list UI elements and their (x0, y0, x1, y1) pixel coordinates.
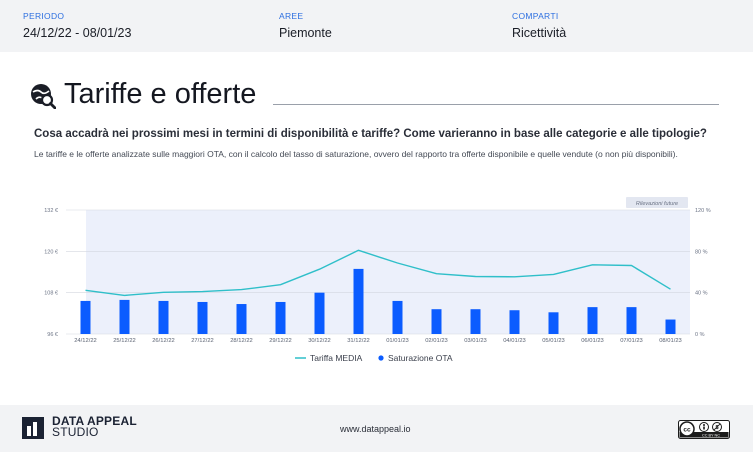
y-left-tick: 120 € (44, 249, 58, 255)
area-filter: AREE Piemonte (279, 11, 332, 40)
y-right-tick: 120 % (695, 208, 711, 214)
website-link[interactable]: www.datappeal.io (340, 424, 411, 434)
x-tick-label: 02/01/23 (425, 338, 448, 344)
x-tick-label: 30/12/22 (308, 338, 331, 344)
filters-bar: PERIODO 24/12/22 - 08/01/23 AREE Piemont… (0, 0, 753, 52)
bar-saturazione (80, 300, 91, 334)
x-tick-label: 08/01/23 (659, 338, 682, 344)
bar-saturazione (626, 307, 637, 334)
period-filter: PERIODO 24/12/22 - 08/01/23 (23, 11, 131, 40)
legend-label-saturazione: Saturazione OTA (388, 353, 453, 363)
area-value: Piemonte (279, 26, 332, 40)
future-label: Rilevazioni future (636, 201, 678, 207)
globe-search-icon (31, 84, 56, 109)
bar-saturazione (236, 304, 247, 334)
bar-saturazione (548, 312, 559, 334)
x-tick-label: 29/12/22 (269, 338, 292, 344)
bar-saturazione (392, 300, 403, 334)
future-region (86, 210, 690, 334)
bar-saturazione (665, 319, 676, 334)
bar-saturazione (587, 307, 598, 334)
brand-line-1: DATA APPEAL (52, 414, 137, 428)
creative-commons-badge-icon: cc $ CC BY NC (678, 420, 730, 439)
bar-saturazione (314, 292, 325, 334)
x-tick-label: 27/12/22 (191, 338, 214, 344)
x-tick-label: 01/01/23 (386, 338, 409, 344)
title-divider (273, 104, 719, 105)
svg-text:cc: cc (683, 427, 691, 434)
sector-value: Ricettività (512, 26, 567, 40)
tariffs-chart: Rilevazioni future 96 € 108 € 120 € 132 € 0 %… (44, 197, 711, 363)
footer: DATA APPEAL STUDIO www.datappeal.io cc $… (0, 405, 753, 452)
bar-saturazione (470, 309, 481, 334)
y-left-tick: 96 € (47, 332, 58, 338)
future-label-bg (626, 197, 688, 208)
svg-text:$: $ (715, 425, 718, 431)
x-tick-label: 05/01/23 (542, 338, 565, 344)
line-tariffa-media (85, 249, 671, 297)
page-title: Tariffe e offerte (64, 78, 257, 110)
bar-saturazione (353, 268, 364, 334)
data-appeal-logo-icon (22, 417, 44, 439)
x-tick-label: 31/12/22 (347, 338, 370, 344)
bar-saturazione (431, 309, 442, 334)
x-tick-label: 04/01/23 (503, 338, 526, 344)
x-tick-label: 24/12/22 (74, 338, 97, 344)
x-tick-label: 07/01/23 (620, 338, 643, 344)
y-right-tick: 0 % (695, 332, 705, 338)
section-description: Le tariffe e le offerte analizzate sulle… (34, 149, 678, 159)
brand-name: DATA APPEAL STUDIO (52, 414, 137, 439)
x-tick-label: 28/12/22 (230, 338, 253, 344)
legend-label-tariffa: Tariffa MEDIA (310, 353, 363, 363)
x-tick-label: 26/12/22 (152, 338, 175, 344)
license-text: CC BY NC (702, 434, 720, 438)
y-left-tick: 108 € (44, 291, 58, 297)
legend-dot-swatch (378, 355, 384, 361)
section-question: Cosa accadrà nei prossimi mesi in termin… (34, 128, 707, 140)
period-value: 24/12/22 - 08/01/23 (23, 26, 132, 40)
sector-label: COMPARTI (512, 11, 559, 21)
section-header: Tariffe e offerte (30, 78, 720, 118)
y-right-tick: 80 % (695, 249, 708, 255)
bar-saturazione (197, 301, 208, 334)
bar-saturazione (119, 299, 130, 334)
period-label: PERIODO (23, 11, 65, 21)
bar-saturazione (275, 301, 286, 334)
y-left-tick: 132 € (44, 208, 58, 214)
sector-filter: COMPARTI Ricettività (512, 11, 566, 40)
x-tick-label: 03/01/23 (464, 338, 487, 344)
x-tick-label: 06/01/23 (581, 338, 604, 344)
brand-line-2: STUDIO (52, 425, 99, 439)
bar-saturazione (509, 310, 520, 334)
area-label: AREE (279, 11, 304, 21)
bar-saturazione (158, 300, 169, 334)
y-right-tick: 40 % (695, 291, 708, 297)
x-tick-label: 25/12/22 (113, 338, 136, 344)
